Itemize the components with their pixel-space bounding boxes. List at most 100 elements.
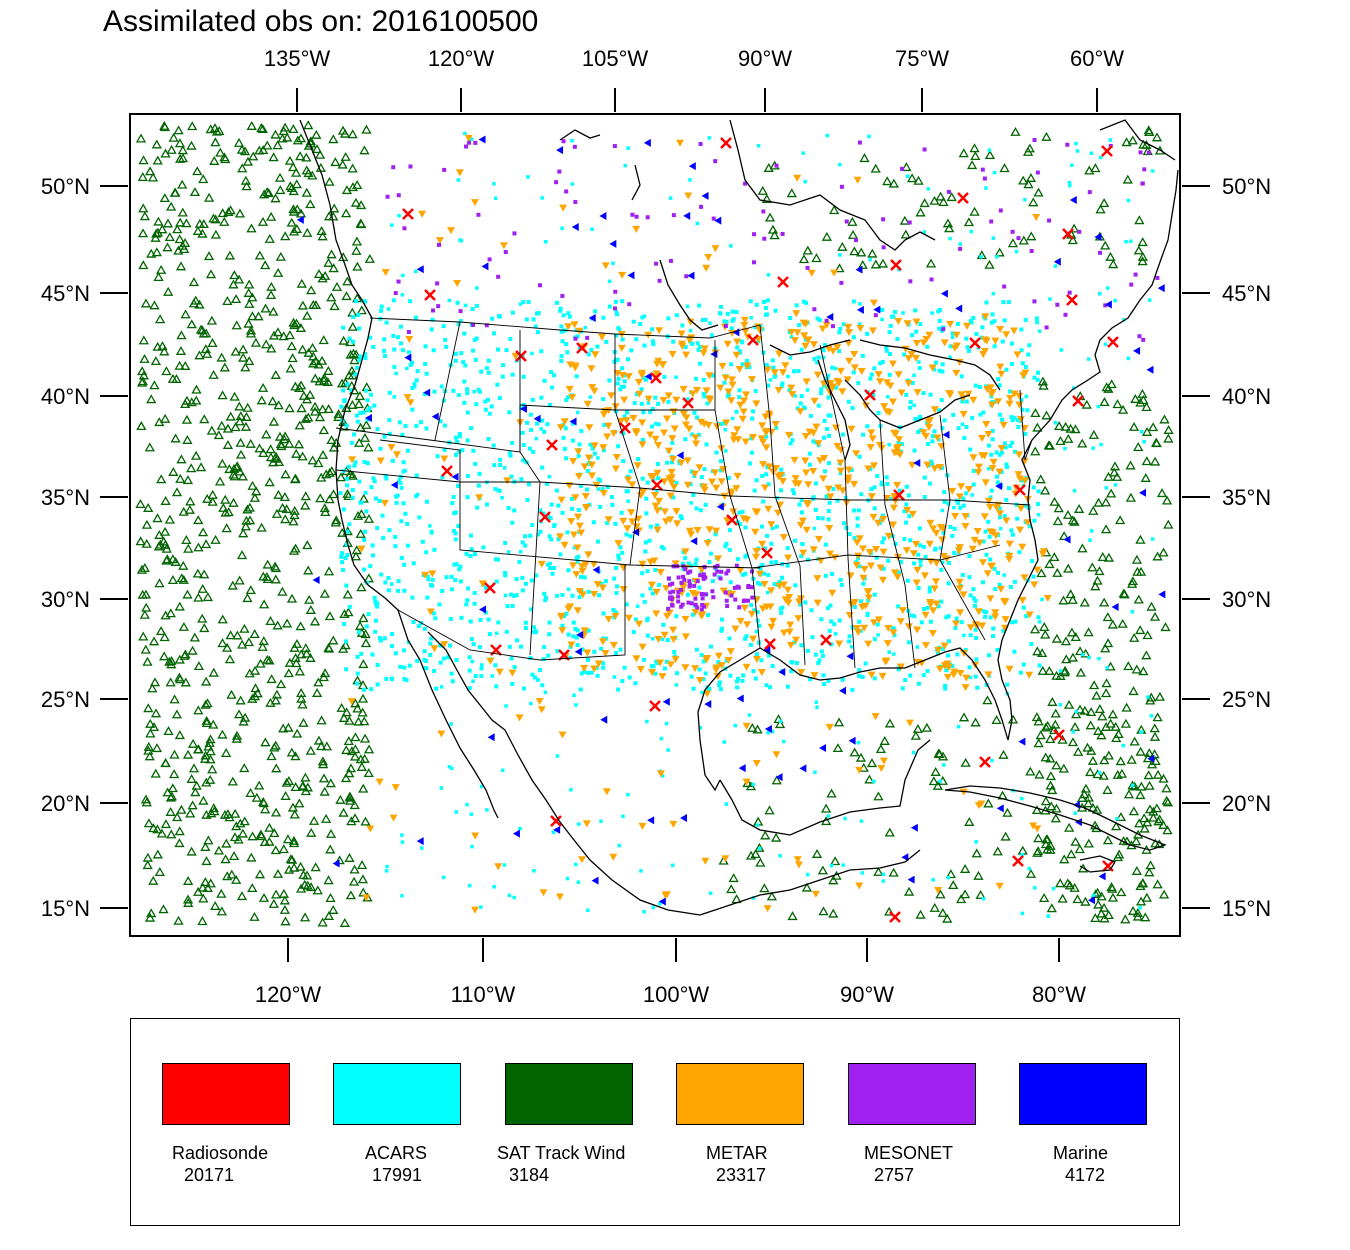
acars-marker [880, 307, 885, 312]
metar-marker [878, 576, 887, 584]
acars-marker [665, 460, 670, 465]
marine-marker [1147, 754, 1155, 763]
acars-marker [432, 547, 437, 552]
sat-wind-marker [162, 218, 174, 228]
sat-wind-marker [279, 122, 291, 132]
acars-marker [708, 644, 713, 649]
acars-marker [857, 619, 862, 624]
metar-marker [347, 698, 356, 706]
sat-wind-marker [1047, 697, 1058, 706]
metar-marker [764, 505, 773, 513]
acars-marker [671, 495, 676, 500]
acars-marker [431, 611, 436, 616]
sat-wind-marker [361, 124, 372, 134]
metar-marker [583, 649, 592, 657]
sat-wind-marker [202, 592, 214, 602]
acars-marker [549, 502, 554, 507]
acars-marker [543, 598, 548, 603]
acars-marker [889, 496, 894, 501]
sat-wind-marker [246, 223, 257, 233]
sat-wind-marker [937, 751, 949, 761]
acars-marker [351, 314, 356, 319]
sat-wind-marker [279, 904, 290, 914]
metar-marker [573, 607, 582, 615]
sat-wind-marker [999, 163, 1010, 173]
acars-marker [797, 502, 802, 507]
acars-marker [1012, 416, 1017, 421]
acars-marker [483, 585, 488, 590]
metar-marker [729, 508, 738, 516]
sat-wind-marker [174, 360, 185, 370]
metar-marker [430, 645, 439, 653]
sat-wind-marker [1041, 410, 1052, 420]
marine-marker [600, 715, 608, 724]
metar-marker [733, 472, 742, 480]
sat-wind-marker [302, 540, 313, 550]
sat-wind-marker [160, 819, 172, 829]
sat-wind-marker [1090, 913, 1101, 922]
mesonet-marker [627, 302, 632, 307]
mesonet-marker [686, 570, 691, 575]
acars-marker [857, 454, 862, 459]
metar-marker [812, 423, 821, 431]
acars-marker [526, 300, 531, 305]
acars-marker [975, 685, 980, 690]
acars-marker [490, 674, 495, 678]
acars-marker [1059, 348, 1064, 352]
legend-swatch-mesonet [848, 1063, 976, 1125]
sat-wind-marker [1035, 730, 1046, 740]
acars-marker [570, 593, 575, 598]
acars-marker [465, 598, 470, 603]
sat-wind-marker [821, 231, 832, 241]
sat-wind-marker [193, 515, 204, 525]
right-lat-label: 50°N [1222, 174, 1271, 199]
acars-marker [850, 687, 855, 692]
acars-marker [596, 487, 601, 491]
metar-marker [961, 513, 970, 521]
acars-marker [468, 533, 473, 538]
acars-marker [410, 385, 415, 390]
metar-marker [649, 473, 658, 481]
sat-wind-marker [227, 580, 238, 590]
acars-marker [506, 505, 511, 510]
sat-wind-marker [267, 396, 278, 406]
metar-marker [646, 431, 655, 439]
acars-marker [1105, 666, 1109, 670]
acars-marker [366, 612, 371, 617]
acars-marker [755, 580, 760, 585]
acars-marker [992, 344, 997, 349]
sat-wind-marker [341, 208, 352, 218]
sat-wind-marker [769, 230, 780, 240]
sat-wind-marker [258, 448, 269, 458]
metar-marker [751, 553, 760, 561]
acars-marker [805, 557, 810, 562]
acars-marker [678, 514, 683, 519]
acars-marker [717, 680, 722, 685]
sat-wind-marker [203, 835, 214, 845]
metar-marker [1025, 611, 1034, 619]
acars-marker [801, 299, 806, 304]
sat-wind-marker [167, 783, 178, 793]
sat-wind-marker [1093, 497, 1104, 507]
sat-wind-marker [323, 211, 335, 221]
metar-marker [464, 134, 473, 142]
acars-marker [617, 327, 622, 332]
sat-wind-marker [251, 792, 262, 802]
marine-marker [632, 528, 640, 537]
sat-wind-marker [261, 571, 272, 581]
mesonet-marker [406, 330, 411, 335]
acars-marker [773, 308, 778, 313]
acars-marker [1004, 465, 1009, 470]
marine-marker [478, 135, 486, 144]
acars-marker [861, 581, 866, 586]
metar-marker [954, 547, 963, 555]
sat-wind-marker [300, 500, 311, 510]
metar-marker [418, 210, 427, 218]
sat-wind-marker [233, 834, 244, 844]
acars-marker [914, 329, 919, 334]
acars-marker [468, 619, 473, 624]
acars-marker [1004, 462, 1009, 467]
metar-marker [692, 440, 701, 448]
acars-marker [642, 343, 647, 348]
sat-wind-marker [307, 170, 318, 180]
